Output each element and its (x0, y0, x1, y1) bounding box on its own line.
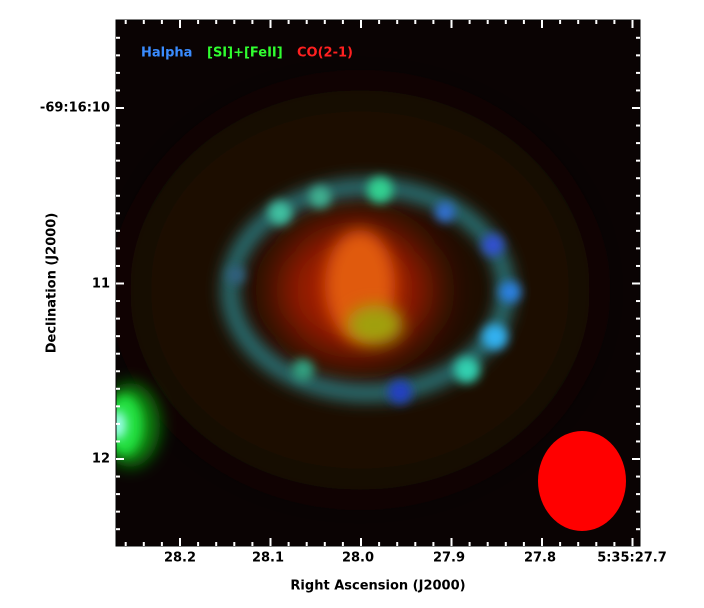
y-tick-label: -69:16:10 (40, 101, 110, 116)
y-tick-label: 11 (92, 277, 110, 292)
legend-entry: Halpha (141, 46, 192, 61)
sky-image (116, 20, 640, 546)
x-tick-label: 5:35:27.7 (597, 551, 667, 566)
legend-entry: CO(2-1) (297, 46, 353, 61)
ticks (116, 20, 640, 546)
ring-knots (227, 177, 521, 404)
beam (538, 431, 626, 531)
x-tick-label: 28.1 (252, 551, 284, 566)
legend-entry: [SI]+[FeII] (207, 46, 283, 61)
x-tick-label: 27.9 (433, 551, 465, 566)
y-axis-label: Declination (J2000) (45, 213, 60, 354)
y-tick-label: 12 (92, 452, 110, 467)
x-tick-label: 28.2 (164, 551, 196, 566)
x-tick-label: 27.8 (524, 551, 556, 566)
x-tick-label: 28.0 (342, 551, 374, 566)
x-axis-label: Right Ascension (J2000) (290, 579, 465, 594)
